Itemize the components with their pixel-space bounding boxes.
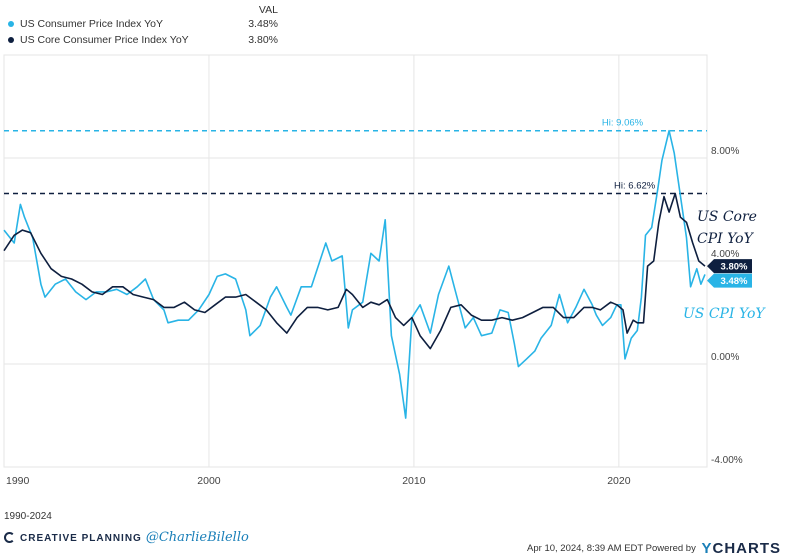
core-cpi-value-badge [707,259,752,274]
cpi-value-badge-text: 3.48% [721,276,748,287]
legend-item-core-cpi[interactable]: US Core Consumer Price Index YoY 3.80% [8,34,278,48]
series-lines [3,129,706,419]
grid [3,54,708,468]
y-tick-label: 0.00% [711,352,739,363]
ycharts-logo-text: CHARTS [712,540,781,557]
legend-value-header: VAL [258,4,278,16]
cpi-series-line [3,129,706,419]
axes: 8.00% 4.00% 0.00% -4.00% 1990 2000 2010 2020 [6,146,743,487]
core-cpi-handwritten-label: US Core [697,209,757,225]
legend-label: US Core Consumer Price Index YoY [20,34,189,47]
date-range: 1990-2024 [4,511,52,522]
timestamp: Apr 10, 2024, 8:39 AM EDT Powered by [527,543,696,554]
credit: Apr 10, 2024, 8:39 AM EDT Powered by YCH… [527,540,781,557]
cpi-value-badge [707,273,752,288]
y-tick-label: 4.00% [711,249,739,260]
hi-cpi-label: Hi: 9.06% [602,118,644,129]
x-tick-label: 2010 [402,475,426,487]
legend-label: US Consumer Price Index YoY [20,18,163,31]
x-tick-label: 1990 [6,475,30,487]
ycharts-logo-y: Y [701,540,713,557]
reference-lines [4,129,707,195]
legend-item-cpi[interactable]: US Consumer Price Index YoY 3.48% [8,18,278,32]
legend-value: 3.48% [248,18,278,30]
ycharts-logo[interactable]: YCHARTS [701,540,781,557]
handle: @CharlieBilello [145,530,249,545]
hi-core-label: Hi: 6.62% [614,181,656,192]
x-tick-label: 2020 [607,475,631,487]
creative-planning-logo-icon [4,532,15,543]
cpi-dot-icon [8,21,14,28]
legend-value: 3.80% [248,34,278,46]
x-tick-label: 2000 [197,475,221,487]
y-tick-label: -4.00% [711,455,743,466]
brand-name: CREATIVE PLANNING [20,533,142,544]
brand: CREATIVE PLANNING @CharlieBilello [4,530,249,545]
annotations: Hi: 9.06% Hi: 6.62% US Core CPI YoY US CPI Y… [602,118,767,322]
core-cpi-series-line [3,192,706,350]
y-tick-label: 8.00% [711,146,739,157]
cpi-handwritten-label: US CPI YoY [683,306,766,322]
line-chart[interactable]: 8.00% 4.00% 0.00% -4.00% 1990 2000 2010 2020 Hi… [0,0,789,510]
core-cpi-value-badge-text: 3.80% [721,262,748,273]
core-cpi-dot-icon [8,37,14,44]
core-cpi-handwritten-label: CPI YoY [697,231,755,247]
